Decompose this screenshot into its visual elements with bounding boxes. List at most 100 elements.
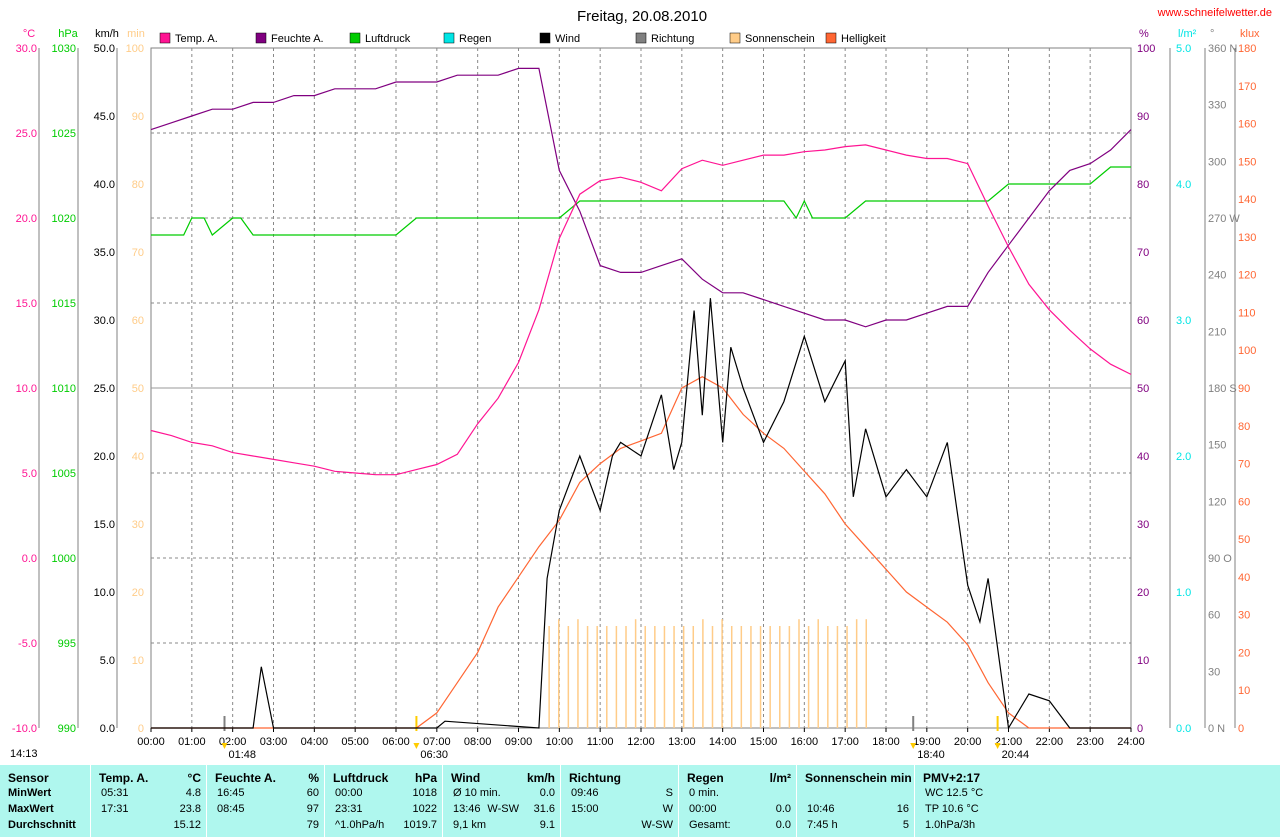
axis-tick-label: -5.0 — [18, 638, 37, 650]
axis-tick-label: 30 — [1137, 519, 1149, 531]
summary-cell: 0.0 — [775, 819, 791, 831]
summary-cell: l/m² — [769, 771, 791, 785]
wind-line — [151, 298, 1131, 730]
axis-tick-label: 110 — [1238, 307, 1256, 319]
x-tick-label: 22:00 — [1036, 736, 1064, 748]
axis-tick-label: 10.0 — [16, 383, 37, 395]
event-icon — [221, 743, 228, 749]
axis-tick-label: 0 — [1238, 723, 1244, 735]
website-link[interactable]: www.schneifelwetter.de — [1157, 7, 1272, 19]
axis-tick-label: 90 — [132, 111, 144, 123]
summary-cell: Luftdruck — [333, 771, 389, 785]
summary-cell: 9.1 — [539, 819, 555, 831]
summary-cell: Temp. A. — [99, 771, 149, 785]
summary-cell: Richtung — [569, 771, 621, 785]
axis-tick-label: 30 — [1208, 666, 1220, 678]
axis-tick-label: 10 — [132, 655, 144, 667]
x-tick-label: 00:00 — [137, 736, 165, 748]
x-tick-label: 12:00 — [627, 736, 655, 748]
axis-tick-label: 40 — [132, 451, 144, 463]
x-tick-label: 10:00 — [546, 736, 574, 748]
legend-label: Richtung — [651, 33, 694, 45]
axis-tick-label: 270 W — [1208, 213, 1240, 225]
summary-table: Sensor MinWert MaxWert Durchschnitt Temp. A.… — [0, 765, 1280, 837]
axis-tick-label: 1020 — [52, 213, 76, 225]
axis-tick-label: 5.0 — [1176, 43, 1191, 55]
axis-tick-label: 10.0 — [94, 587, 115, 599]
summary-cell: W — [662, 803, 673, 815]
summary-section: Richtung 09:46 S 15:00 W W-SW — [560, 765, 679, 837]
summary-cell: 0.0 — [539, 787, 555, 799]
summary-cell: 15:00 — [571, 803, 599, 815]
brightness-line — [151, 376, 1131, 729]
summary-cell: S — [665, 787, 673, 799]
summary-cell: Regen — [687, 771, 724, 785]
summary-cell: 23.8 — [179, 803, 201, 815]
axis-tick-label: 40 — [1238, 572, 1250, 584]
summary-section: Feuchte A.% 16:45 60 08:45 97 79 — [206, 765, 325, 837]
axis-tick-label: 15.0 — [16, 298, 37, 310]
axis-unit: min — [127, 28, 145, 40]
legend-swatch — [443, 32, 455, 44]
axis-tick-label: 4.0 — [1176, 179, 1191, 191]
x-tick-label: 04:00 — [301, 736, 329, 748]
summary-cell: Feuchte A. — [215, 771, 276, 785]
axis-tick-label: 0.0 — [100, 723, 115, 735]
summary-cell: 09:46 — [571, 787, 599, 799]
legend-label: Sonnenschein — [745, 33, 815, 45]
summary-section: Wind km/h Ø 10 min. 0.0 13:46 W-SW 31.6 9,1 km 9… — [442, 765, 561, 837]
axis-tick-label: 150 — [1208, 440, 1226, 452]
humidity-line — [150, 67, 1132, 328]
axis-tick-label: 100 — [126, 43, 144, 55]
x-tick-label: 14:00 — [709, 736, 737, 748]
axis-tick-label: 0 N — [1208, 723, 1225, 735]
x-tick-label: 03:00 — [260, 736, 288, 748]
axis-tick-label: 30 — [1238, 610, 1250, 622]
legend-swatch — [349, 32, 361, 44]
event-icon — [994, 743, 1001, 749]
legend-swatch — [255, 32, 267, 44]
x-tick-label: 17:00 — [831, 736, 859, 748]
axis-tick-label: 50.0 — [94, 43, 115, 55]
axis-unit: km/h — [95, 28, 119, 40]
axis-tick-label: 1005 — [52, 468, 76, 480]
x-tick-label: 07:00 — [423, 736, 451, 748]
axis-tick-label: 170 — [1238, 81, 1256, 93]
legend-label: Luftdruck — [365, 33, 411, 45]
axis-unit: °C — [23, 28, 35, 40]
axis-tick-label: 10 — [1238, 685, 1250, 697]
axis-tick-label: 1015 — [52, 298, 76, 310]
pressure-line — [151, 166, 1131, 236]
axis-tick-label: 5.0 — [22, 468, 37, 480]
summary-cell: °C — [187, 771, 201, 785]
axis-tick-label: 180 — [1238, 43, 1256, 55]
summary-cell: 1019.7 — [403, 819, 437, 831]
axis-tick-label: 80 — [1137, 179, 1149, 191]
axis-tick-label: 360 N — [1208, 43, 1237, 55]
summary-cell: PMV+2:17 — [923, 771, 981, 785]
event-icon — [413, 743, 420, 749]
summary-cell: Wind — [451, 771, 481, 785]
axis-tick-label: 995 — [58, 638, 76, 650]
axis-tick-label: 80 — [132, 179, 144, 191]
axis-tick-label: 0 — [138, 723, 144, 735]
axis-tick-label: 90 — [1137, 111, 1149, 123]
axis-tick-label: 30.0 — [94, 315, 115, 327]
summary-cell: W-SW — [641, 819, 673, 831]
axis-tick-label: 990 — [58, 723, 76, 735]
axis-tick-label: 15.0 — [94, 519, 115, 531]
summary-cell: MaxWert — [8, 803, 54, 815]
x-tick-label: 15:00 — [750, 736, 778, 748]
x-tick-label: 08:00 — [464, 736, 492, 748]
axis-tick-label: 3.0 — [1176, 315, 1191, 327]
chart-title: Freitag, 20.08.2010 — [577, 8, 707, 25]
axis-tick-label: 10 — [1137, 655, 1149, 667]
summary-cell: MinWert — [8, 787, 52, 799]
axis-tick-label: 60 — [1208, 610, 1220, 622]
legend-swatch — [729, 32, 741, 44]
summary-cell: 15.12 — [173, 819, 201, 831]
grid — [150, 47, 1132, 729]
summary-cell: 1.0hPa/3h — [925, 819, 976, 831]
axis-tick-label: 90 — [1238, 383, 1250, 395]
event-time: 06:30 — [420, 749, 448, 761]
